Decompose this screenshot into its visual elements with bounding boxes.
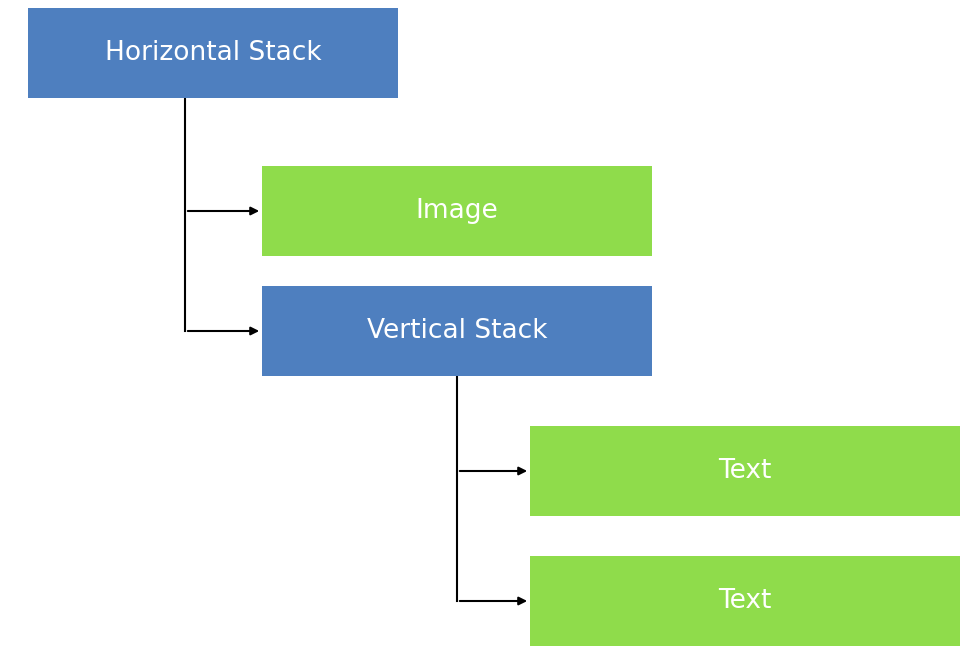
FancyBboxPatch shape [28, 8, 398, 98]
FancyBboxPatch shape [530, 426, 959, 516]
FancyBboxPatch shape [261, 286, 652, 376]
FancyBboxPatch shape [261, 166, 652, 256]
Text: Horizontal Stack: Horizontal Stack [105, 40, 321, 66]
Text: Vertical Stack: Vertical Stack [366, 318, 547, 344]
Text: Text: Text [718, 588, 771, 614]
Text: Image: Image [415, 198, 498, 224]
Text: Text: Text [718, 458, 771, 484]
FancyBboxPatch shape [530, 556, 959, 646]
